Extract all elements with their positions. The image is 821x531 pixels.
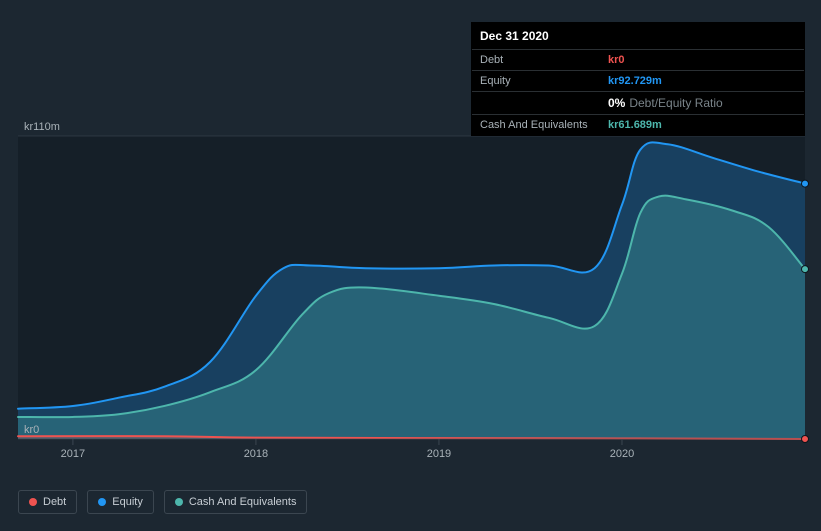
- legend-label: Equity: [112, 496, 143, 508]
- y-tick-label: kr0: [24, 424, 39, 436]
- tooltip-row-value: 0%Debt/Equity Ratio: [608, 96, 723, 110]
- tooltip-row-value: kr92.729m: [608, 75, 662, 87]
- cursor-marker-equity: [802, 180, 809, 187]
- tooltip-row-label: [480, 96, 608, 110]
- tooltip-row: Equitykr92.729m: [472, 70, 804, 91]
- tooltip-row-label: Equity: [480, 75, 608, 87]
- legend-item-debt[interactable]: Debt: [18, 490, 77, 514]
- tooltip-row-value: kr0: [608, 54, 625, 66]
- legend-item-equity[interactable]: Equity: [87, 490, 154, 514]
- equity-color-dot: [98, 498, 106, 506]
- tooltip-row-label: Debt: [480, 54, 608, 66]
- cash-color-dot: [175, 498, 183, 506]
- chart-legend: Debt Equity Cash And Equivalents: [18, 490, 307, 514]
- cursor-marker-cash: [802, 266, 809, 273]
- tooltip-date: Dec 31 2020: [472, 23, 804, 49]
- tooltip-row: 0%Debt/Equity Ratio: [472, 91, 804, 114]
- tooltip-row: Cash And Equivalentskr61.689m: [472, 114, 804, 135]
- tooltip-row: Debtkr0: [472, 49, 804, 70]
- hover-tooltip: Dec 31 2020 Debtkr0Equitykr92.729m0%Debt…: [471, 22, 805, 136]
- debt-color-dot: [29, 498, 37, 506]
- x-tick-label: 2019: [427, 448, 451, 460]
- tooltip-row-label: Cash And Equivalents: [480, 119, 608, 131]
- x-tick-label: 2017: [61, 448, 85, 460]
- legend-item-cash[interactable]: Cash And Equivalents: [164, 490, 308, 514]
- x-tick-label: 2018: [244, 448, 268, 460]
- x-tick-label: 2020: [610, 448, 634, 460]
- legend-label: Debt: [43, 496, 66, 508]
- tooltip-row-value: kr61.689m: [608, 119, 662, 131]
- cursor-marker-debt: [802, 436, 809, 443]
- y-tick-label: kr110m: [24, 121, 60, 133]
- legend-label: Cash And Equivalents: [189, 496, 297, 508]
